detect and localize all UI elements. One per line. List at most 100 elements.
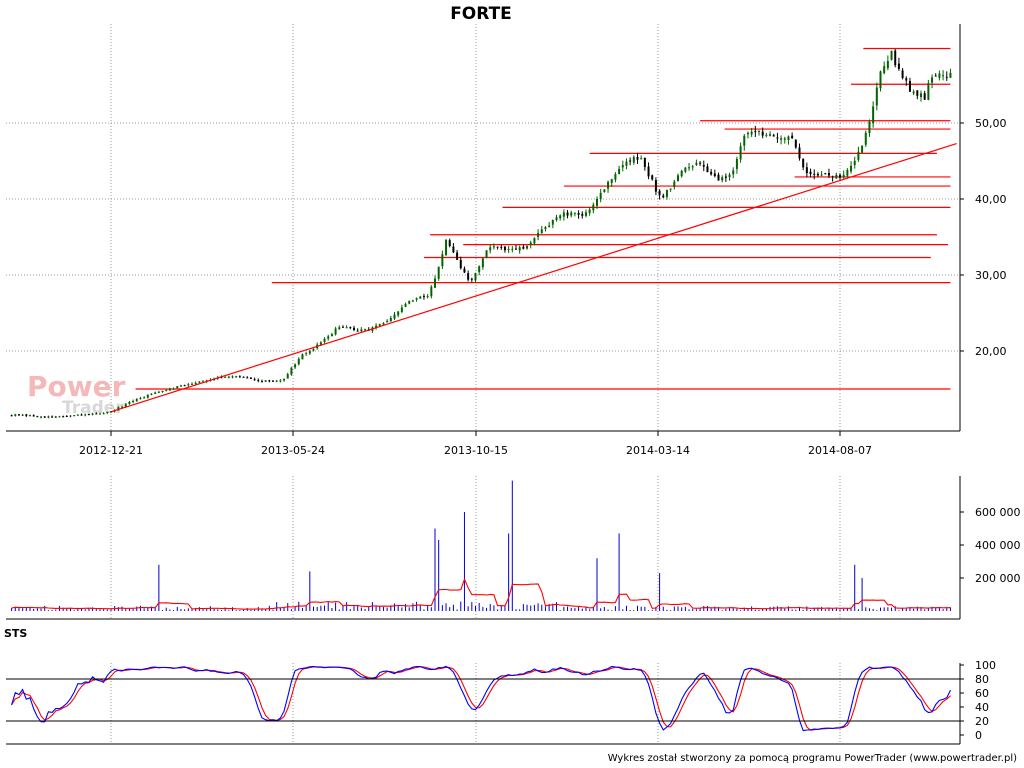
price-candle-body xyxy=(688,167,691,169)
price-candle-body xyxy=(459,259,462,269)
price-y-tick-label: 50,00 xyxy=(975,117,1007,130)
price-candle-body xyxy=(474,273,477,281)
price-candle-body xyxy=(805,167,808,174)
price-candle-body xyxy=(84,414,87,416)
price-candle-body xyxy=(102,413,105,415)
volume-ma-line xyxy=(11,577,951,610)
price-candle-body xyxy=(581,213,584,216)
price-candle-body xyxy=(912,91,915,94)
price-candle-body xyxy=(934,75,937,77)
price-candle-body xyxy=(356,330,359,332)
price-candle-body xyxy=(831,176,834,178)
price-candle-body xyxy=(14,414,17,416)
price-candle-body xyxy=(570,212,573,216)
price-candle-body xyxy=(890,50,893,60)
price-candle-body xyxy=(161,391,164,393)
price-candle-body xyxy=(861,145,864,153)
price-candle-body xyxy=(518,247,521,251)
price-candle-body xyxy=(636,156,639,160)
price-candle-body xyxy=(65,416,68,418)
price-candle-body xyxy=(706,166,709,173)
price-candle-body xyxy=(150,393,153,395)
price-candle-body xyxy=(297,358,300,365)
price-candle-body xyxy=(434,278,436,288)
price-candle-body xyxy=(249,377,252,379)
price-candle-body xyxy=(220,377,223,379)
price-candle-body xyxy=(58,416,61,418)
price-candle-body xyxy=(338,327,341,330)
price-candle-body xyxy=(522,246,525,249)
price-candle-body xyxy=(614,174,617,180)
uptrend-line xyxy=(110,142,957,413)
price-candle-body xyxy=(544,227,547,229)
price-candle-body xyxy=(378,324,381,327)
price-candle-body xyxy=(816,174,819,176)
price-candle-body xyxy=(294,364,297,368)
price-candle-body xyxy=(618,168,621,175)
price-candle-body xyxy=(179,385,182,387)
footer-credit: Wykres został stworzony za pomocą progra… xyxy=(608,753,1017,764)
price-candle-body xyxy=(511,248,514,250)
price-candle-body xyxy=(721,177,724,181)
powertrader-watermark: Power Trader xyxy=(27,370,126,418)
price-candle-body xyxy=(754,131,757,133)
price-candle-body xyxy=(758,130,760,132)
price-candle-body xyxy=(279,380,282,382)
price-candle-body xyxy=(533,238,536,244)
price-candle-body xyxy=(765,134,768,136)
price-candle-body xyxy=(62,416,65,418)
price-candle-body xyxy=(415,298,418,300)
price-candle-body xyxy=(894,50,897,66)
price-candle-body xyxy=(275,380,278,382)
price-candle-body xyxy=(555,217,558,221)
price-candle-body xyxy=(10,415,13,417)
price-candle-body xyxy=(91,413,94,415)
sts-k-line xyxy=(11,665,951,732)
price-candle-body xyxy=(503,246,506,251)
price-candle-body xyxy=(573,212,576,214)
price-candle-body xyxy=(548,225,551,227)
price-candle-body xyxy=(905,78,908,81)
price-candle-body xyxy=(353,327,355,330)
price-candle-body xyxy=(341,326,344,328)
price-candle-body xyxy=(702,164,705,167)
price-candle-body xyxy=(21,414,24,416)
sts-y-tick-label: 20 xyxy=(975,715,989,728)
price-candle-body xyxy=(470,278,473,280)
price-candle-body xyxy=(43,416,46,418)
price-candle-body xyxy=(146,394,149,398)
price-candle-body xyxy=(419,296,422,299)
price-candle-body xyxy=(389,317,392,322)
price-candle-body xyxy=(588,209,591,214)
price-x-tick-label: 2013-10-15 xyxy=(444,444,508,457)
price-candle-body xyxy=(850,165,853,172)
price-candle-body xyxy=(923,93,926,100)
price-candle-body xyxy=(562,212,565,217)
price-candle-body xyxy=(772,135,775,137)
price-candle-body xyxy=(448,240,451,247)
price-candle-body xyxy=(224,376,227,378)
price-candle-body xyxy=(901,70,904,78)
volume-axis: 200 000 400 000 600 000 xyxy=(6,476,1021,620)
sts-y-tick-label: 0 xyxy=(975,729,982,742)
sts-y-tick-label: 40 xyxy=(975,701,989,714)
price-candle-body xyxy=(732,170,735,175)
chart-title: FORTE xyxy=(450,4,512,24)
price-candle-body xyxy=(717,174,720,181)
price-candle-body xyxy=(842,174,845,178)
price-candle-body xyxy=(599,192,602,200)
price-candle-body xyxy=(713,173,716,177)
price-candle-body xyxy=(809,171,812,175)
price-candle-body xyxy=(677,175,679,182)
price-candle-body xyxy=(526,245,529,249)
price-candle-body xyxy=(172,388,175,390)
price-candle-body xyxy=(121,406,124,408)
price-candle-body xyxy=(489,247,492,251)
price-candle-body xyxy=(187,384,190,386)
price-candle-body xyxy=(238,376,241,378)
price-candle-body xyxy=(783,138,786,140)
price-candle-body xyxy=(592,204,595,211)
price-candle-body xyxy=(942,75,945,77)
price-candle-body xyxy=(684,167,687,172)
